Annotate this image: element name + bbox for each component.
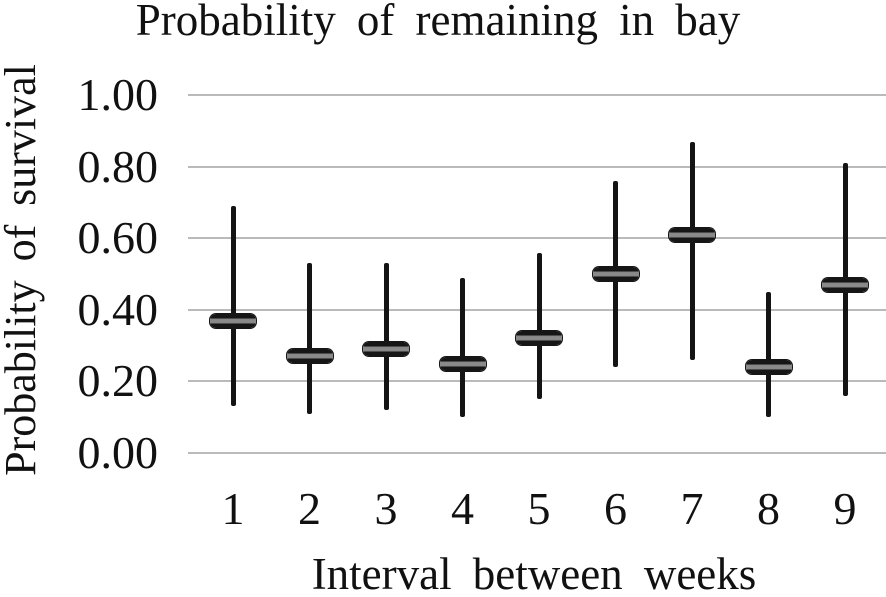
y-tick-label: 0.00 bbox=[77, 427, 159, 478]
error-bar-interval-1 bbox=[230, 205, 236, 407]
point-estimate-interval-4 bbox=[439, 356, 486, 371]
y-tick-label: 1.00 bbox=[77, 69, 159, 120]
y-tick-label: 0.20 bbox=[77, 355, 159, 407]
point-estimate-interval-1 bbox=[210, 313, 256, 328]
x-tick-label: 7 bbox=[680, 483, 704, 534]
point-estimate-interval-6 bbox=[592, 267, 639, 281]
error-bar-interval-2 bbox=[307, 263, 312, 414]
error-bar-interval-7 bbox=[689, 141, 695, 360]
gridline-0.80 bbox=[188, 165, 886, 168]
error-bar-interval-4 bbox=[460, 277, 465, 418]
gridline-0.00 bbox=[188, 452, 886, 454]
point-estimate-interval-5 bbox=[516, 331, 562, 346]
x-tick-label: 4 bbox=[451, 483, 474, 534]
error-bar-interval-3 bbox=[383, 263, 389, 411]
point-estimate-interval-9 bbox=[822, 277, 868, 292]
error-bar-interval-8 bbox=[766, 291, 771, 418]
y-tick-label: 0.40 bbox=[77, 283, 159, 335]
x-tick-label: 1 bbox=[221, 483, 245, 534]
x-tick-label: 5 bbox=[527, 483, 551, 534]
error-bar-interval-5 bbox=[536, 252, 542, 400]
y-tick-label: 0.60 bbox=[77, 212, 159, 264]
point-estimate-interval-3 bbox=[363, 342, 409, 357]
point-estimate-interval-7 bbox=[669, 227, 715, 242]
point-estimate-interval-2 bbox=[286, 349, 333, 364]
gridline-1.00 bbox=[188, 94, 886, 96]
point-estimate-interval-8 bbox=[745, 360, 792, 375]
x-tick-label: 9 bbox=[833, 483, 857, 534]
x-tick-label: 8 bbox=[757, 483, 780, 534]
x-tick-label: 2 bbox=[298, 483, 321, 534]
y-tick-label: 0.80 bbox=[77, 140, 159, 192]
x-tick-label: 3 bbox=[374, 483, 398, 534]
gridline-0.60 bbox=[188, 237, 886, 240]
x-axis-title: Interval between weeks bbox=[311, 549, 757, 597]
x-tick-label: 6 bbox=[604, 483, 627, 534]
chart-title: Probability of remaining in bay bbox=[135, 0, 741, 45]
